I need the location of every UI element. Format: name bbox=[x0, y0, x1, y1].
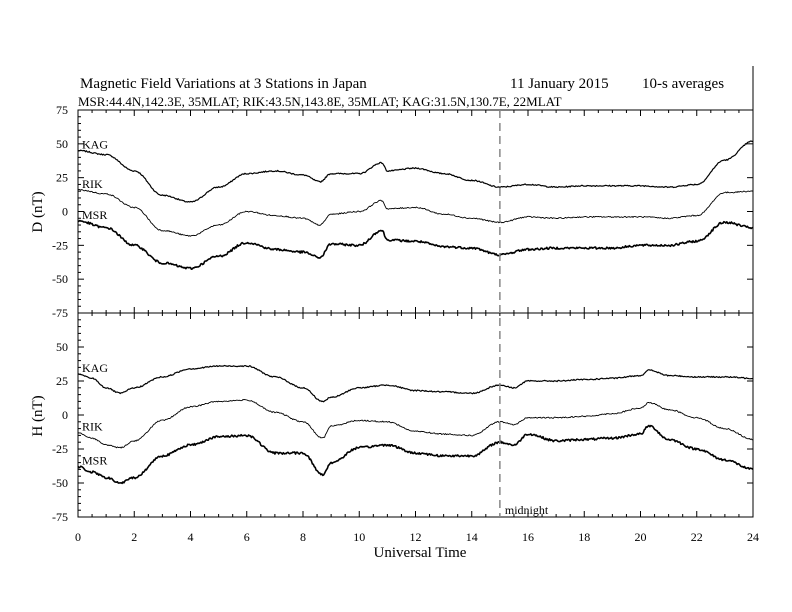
xtick-label: 22 bbox=[691, 530, 703, 544]
x-axis: 0 2 4 6 8 10 12 14 16 18 20 22 24 bbox=[75, 530, 759, 544]
d-series-label-rik: RIK bbox=[82, 177, 103, 191]
chart-averaging: 10-s averages bbox=[642, 76, 724, 92]
d-panel: 75 50 25 0 -25 -50 -75 KAG RIK MSR bbox=[52, 103, 754, 320]
xtick-label: 8 bbox=[300, 530, 306, 544]
d-ytick-label: 50 bbox=[56, 137, 68, 151]
xtick-label: 6 bbox=[244, 530, 250, 544]
xtick-label: 10 bbox=[353, 530, 365, 544]
xtick-label: 18 bbox=[578, 530, 590, 544]
midnight-label: midnight bbox=[505, 503, 549, 517]
xtick-label: 16 bbox=[522, 530, 534, 544]
d-series-kag bbox=[77, 140, 754, 203]
h-ytick-label: 50 bbox=[56, 340, 68, 354]
h-series-kag bbox=[77, 364, 754, 403]
xtick-label: 24 bbox=[747, 530, 759, 544]
h-series-label-rik: RIK bbox=[82, 420, 103, 434]
x-axis-label: Universal Time bbox=[374, 545, 467, 561]
xtick-label: 20 bbox=[635, 530, 647, 544]
d-series-label-kag: KAG bbox=[82, 138, 108, 152]
d-series-label-msr: MSR bbox=[82, 208, 107, 222]
chart-date: 11 January 2015 bbox=[510, 76, 609, 92]
d-axis-label: D (nT) bbox=[30, 191, 46, 232]
d-ytick-label: -50 bbox=[52, 272, 68, 286]
h-series-label-msr: MSR bbox=[82, 454, 107, 468]
chart-title: Magnetic Field Variations at 3 Stations … bbox=[80, 76, 367, 92]
d-ytick-label: 25 bbox=[56, 171, 68, 185]
xtick-label: 12 bbox=[410, 530, 422, 544]
h-ytick-label: 0 bbox=[62, 408, 68, 422]
d-ytick-label: -25 bbox=[52, 238, 68, 252]
h-series-label-kag: KAG bbox=[82, 361, 108, 375]
h-axis-label: H (nT) bbox=[30, 395, 46, 436]
d-ytick-label: 0 bbox=[62, 205, 68, 219]
d-ytick-label: 75 bbox=[56, 103, 68, 117]
h-ytick-label: -50 bbox=[52, 476, 68, 490]
h-series-msr bbox=[77, 424, 754, 485]
h-series-rik bbox=[77, 399, 754, 449]
d-series-msr bbox=[77, 219, 753, 271]
d-ytick-label: -75 bbox=[52, 306, 68, 320]
xtick-label: 4 bbox=[188, 530, 194, 544]
h-ytick-label: -75 bbox=[52, 510, 68, 524]
h-ytick-label: -25 bbox=[52, 442, 68, 456]
h-panel: 50 25 0 -25 -50 -75 KAG RIK MSR bbox=[52, 313, 754, 524]
xtick-label: 14 bbox=[466, 530, 478, 544]
h-ytick-label: 25 bbox=[56, 374, 68, 388]
d-series-rik bbox=[77, 189, 754, 237]
chart-subtitle: MSR:44.4N,142.3E, 35MLAT; RIK:43.5N,143.… bbox=[78, 94, 562, 109]
xtick-label: 2 bbox=[131, 530, 137, 544]
xtick-label: 0 bbox=[75, 530, 81, 544]
